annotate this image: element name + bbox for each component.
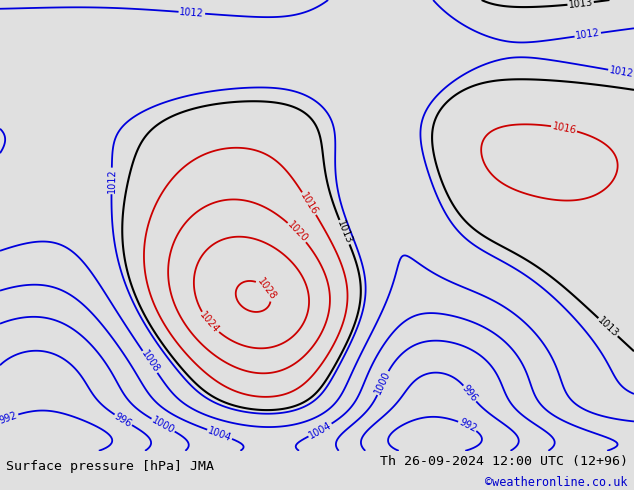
- Text: Th 26-09-2024 12:00 UTC (12+96): Th 26-09-2024 12:00 UTC (12+96): [380, 455, 628, 468]
- Text: 1012: 1012: [107, 169, 117, 193]
- Text: 1016: 1016: [551, 121, 577, 136]
- Text: 1016: 1016: [299, 191, 320, 217]
- Text: 1012: 1012: [608, 65, 634, 79]
- Text: 1013: 1013: [596, 315, 621, 339]
- Text: 992: 992: [457, 417, 478, 435]
- Text: 996: 996: [113, 411, 134, 429]
- Text: 1008: 1008: [139, 349, 161, 375]
- Text: 992: 992: [0, 410, 19, 425]
- Text: 996: 996: [460, 383, 479, 404]
- Text: 1024: 1024: [198, 310, 221, 335]
- Text: 1012: 1012: [575, 28, 600, 41]
- Text: 1013: 1013: [335, 219, 354, 245]
- Text: 1020: 1020: [285, 220, 309, 245]
- Text: ©weatheronline.co.uk: ©weatheronline.co.uk: [485, 476, 628, 490]
- Text: 1004: 1004: [207, 425, 233, 443]
- Text: 1013: 1013: [568, 0, 593, 10]
- Text: 1004: 1004: [307, 420, 333, 441]
- Text: 1012: 1012: [179, 7, 205, 19]
- Text: Surface pressure [hPa] JMA: Surface pressure [hPa] JMA: [6, 460, 214, 473]
- Text: 1028: 1028: [256, 276, 278, 302]
- Text: 1000: 1000: [150, 415, 176, 436]
- Text: 1000: 1000: [373, 370, 392, 396]
